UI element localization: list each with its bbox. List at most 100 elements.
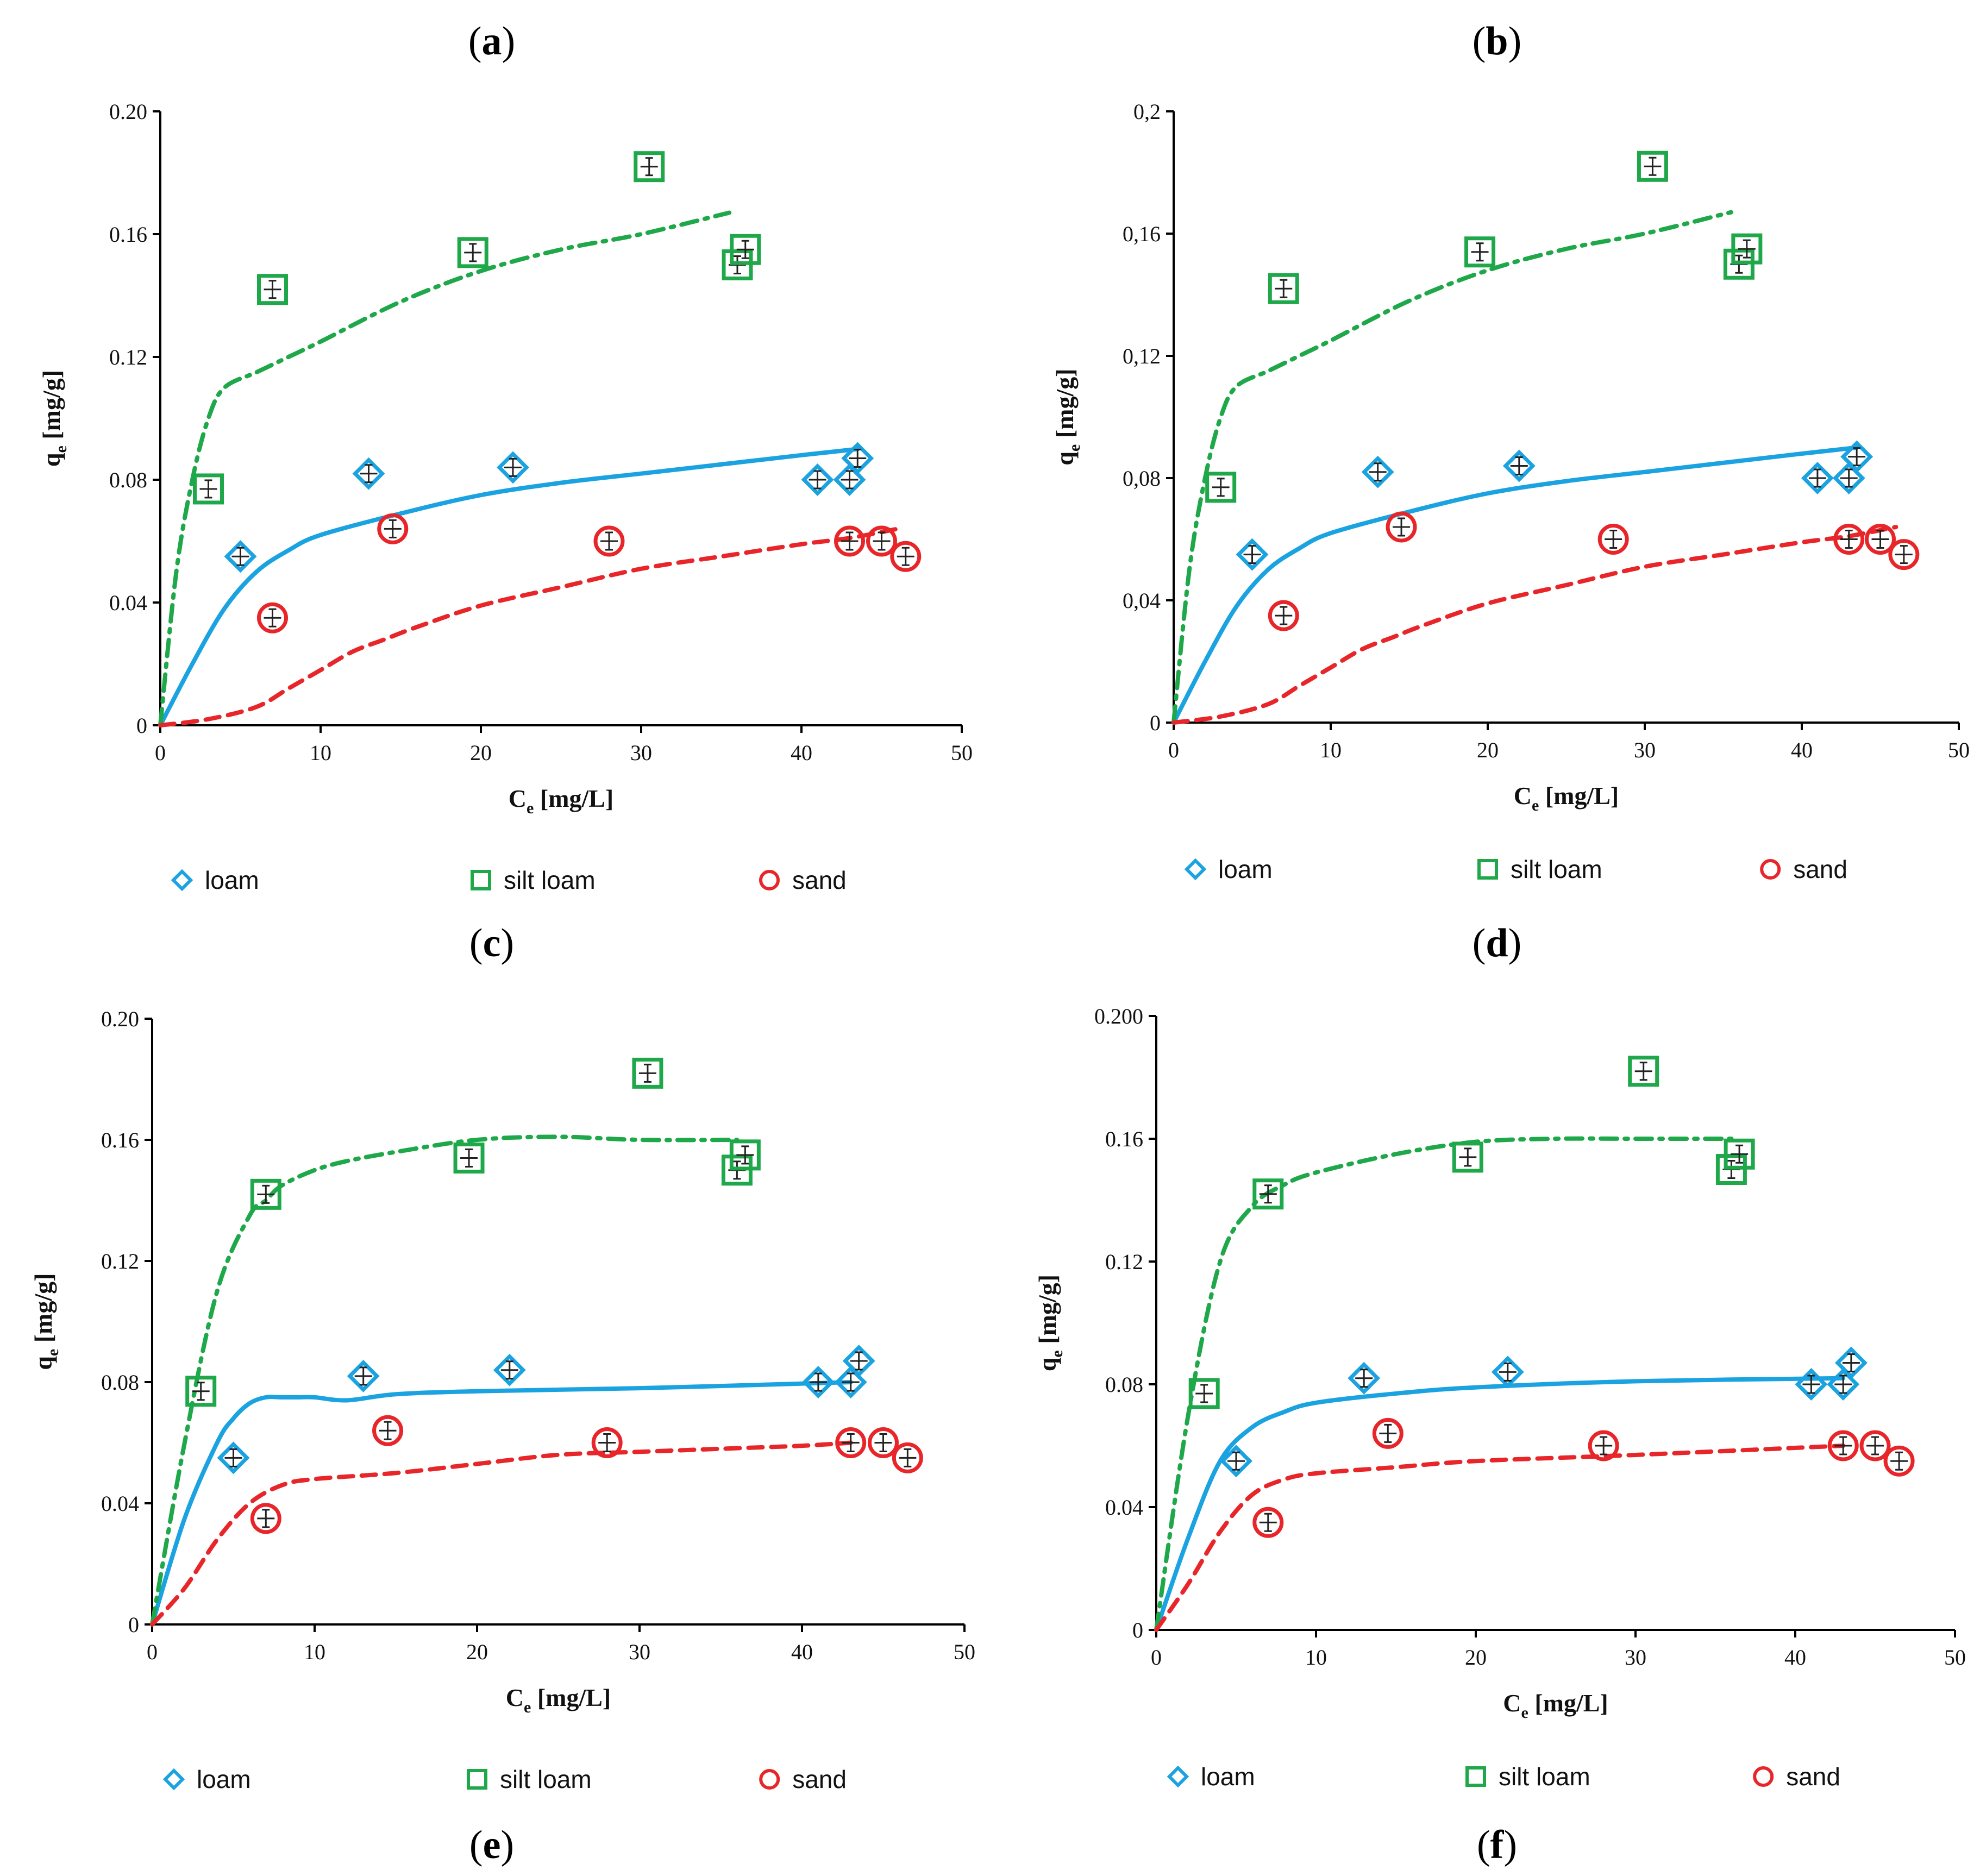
loam-marker xyxy=(834,1366,867,1398)
data-point-silt-loam xyxy=(632,1057,663,1089)
legend-label: loam xyxy=(1218,855,1273,883)
data-point-loam xyxy=(493,1353,526,1386)
error-bar xyxy=(231,547,249,566)
error-bar xyxy=(1731,1144,1749,1164)
sand-marker xyxy=(1827,1430,1859,1461)
error-bar xyxy=(199,479,217,499)
sand-marker xyxy=(377,513,409,544)
error-bar xyxy=(809,470,826,490)
loam-marker xyxy=(1236,538,1269,571)
y-tick-label: 0 xyxy=(136,713,147,738)
fit-line-silt-loam xyxy=(1154,1136,1734,1632)
svg-text:(b): (b) xyxy=(1473,19,1521,64)
legend-item-silt-loam: silt loam xyxy=(1477,855,1602,883)
data-point-loam xyxy=(347,1359,380,1392)
error-bar xyxy=(1738,239,1756,259)
panel-letter-e: e xyxy=(483,1823,501,1867)
legend-item-sand: sand xyxy=(1760,855,1847,883)
loam-marker xyxy=(347,1359,380,1392)
loam-marker xyxy=(493,1353,526,1386)
sand-marker xyxy=(1859,1430,1891,1461)
data-point-loam xyxy=(1491,1356,1524,1389)
legend-circle-icon xyxy=(1760,859,1781,880)
fit-line-loam xyxy=(150,1380,853,1627)
y-tick-label: 0.16 xyxy=(1105,1127,1143,1151)
error-bar xyxy=(841,531,859,551)
sand-marker xyxy=(868,1427,899,1458)
panel-label-a: (a) xyxy=(468,19,515,64)
loam-marker xyxy=(1220,1445,1252,1478)
error-bar xyxy=(460,1148,478,1168)
error-bar xyxy=(1369,462,1387,482)
y-tick-label: 0,2 xyxy=(1133,99,1161,124)
error-bar xyxy=(1595,1436,1613,1455)
loam-marker xyxy=(1491,1356,1524,1389)
loam-marker xyxy=(352,457,385,490)
data-point-sand xyxy=(593,525,625,557)
error-bar xyxy=(192,1382,210,1401)
silt-loam-marker xyxy=(1731,233,1763,265)
loam-marker xyxy=(1361,455,1394,488)
x-tick-label: 10 xyxy=(1320,738,1342,762)
data-point-sand xyxy=(1268,600,1299,631)
silt-loam-marker xyxy=(632,1057,663,1089)
x-tick-label: 30 xyxy=(630,741,652,765)
y-tick-label: 0.04 xyxy=(109,591,147,615)
legend-circle-icon xyxy=(759,870,780,890)
error-bar xyxy=(849,448,867,468)
panel-letter-f: f xyxy=(1490,1823,1505,1867)
data-point-silt-loam xyxy=(250,1178,281,1210)
data-point-silt-loam xyxy=(1205,472,1237,503)
sand-marker xyxy=(1888,539,1920,570)
fit-line-loam xyxy=(1171,445,1859,725)
x-tick-label: 0 xyxy=(1168,738,1179,762)
fit-line-sand xyxy=(150,1440,853,1627)
panel-letter-c: c xyxy=(483,921,501,965)
data-point-sand xyxy=(257,602,288,633)
legend-label: silt loam xyxy=(504,866,596,894)
silt-loam-marker xyxy=(1637,150,1668,182)
data-point-loam xyxy=(1502,449,1536,482)
legend-label: silt loam xyxy=(1499,1762,1590,1791)
fit-line-silt-loam xyxy=(158,210,732,727)
data-point-silt-loam xyxy=(257,274,288,305)
data-point-silt-loam xyxy=(1464,236,1496,268)
data-point-silt-loam xyxy=(185,1376,217,1407)
data-point-sand xyxy=(868,1427,899,1458)
svg-text:(d): (d) xyxy=(1473,921,1521,965)
data-point-silt-loam xyxy=(1188,1378,1220,1409)
error-bar xyxy=(1890,1451,1908,1471)
data-point-silt-loam xyxy=(1252,1178,1284,1210)
data-point-sand xyxy=(1588,1430,1619,1461)
fit-line-sand xyxy=(158,526,900,727)
sand-marker xyxy=(866,525,897,557)
silt-loam-marker xyxy=(257,274,288,305)
error-bar xyxy=(379,1421,397,1440)
error-bar xyxy=(842,1372,860,1392)
loam-marker xyxy=(1795,1368,1828,1401)
data-point-sand xyxy=(1888,539,1920,570)
silt-loam-marker xyxy=(193,473,224,505)
data-point-loam xyxy=(801,1366,835,1398)
error-bar xyxy=(1834,1436,1852,1455)
error-bar xyxy=(1802,1375,1820,1394)
x-tick-label: 50 xyxy=(954,1640,975,1664)
x-tick-label: 0 xyxy=(1151,1645,1162,1670)
chart-panel-e: 0 0.04 0.08 0.12 0.16 0.20 0 10 20 30 40 50 Ce [mg/L… xyxy=(29,1007,975,1793)
error-bar xyxy=(1840,530,1858,549)
legend-label: loam xyxy=(1201,1762,1255,1791)
error-bar xyxy=(1471,242,1489,262)
y-tick-label: 0.20 xyxy=(109,99,147,124)
legend-label: silt loam xyxy=(500,1765,592,1793)
data-point-silt-loam xyxy=(193,473,224,505)
legend-diamond-icon xyxy=(162,1768,185,1791)
data-point-loam xyxy=(217,1441,250,1475)
legend-item-silt-loam: silt loam xyxy=(1465,1762,1590,1791)
x-axis-label: Ce [mg/L] xyxy=(509,785,613,817)
sand-marker xyxy=(1252,1507,1284,1538)
y-tick-label: 0,16 xyxy=(1123,222,1161,246)
loam-marker xyxy=(833,463,866,496)
error-bar xyxy=(1275,279,1293,298)
data-point-sand xyxy=(1372,1417,1403,1449)
error-bar xyxy=(1355,1369,1373,1388)
